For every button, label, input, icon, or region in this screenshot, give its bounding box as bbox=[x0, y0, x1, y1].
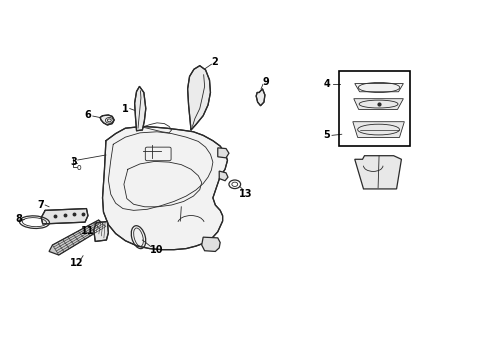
Text: 9: 9 bbox=[262, 77, 268, 87]
Polygon shape bbox=[187, 66, 210, 130]
Text: 5: 5 bbox=[322, 130, 329, 140]
Polygon shape bbox=[94, 221, 108, 242]
Polygon shape bbox=[219, 171, 227, 181]
Polygon shape bbox=[102, 126, 227, 249]
Polygon shape bbox=[41, 208, 88, 224]
Text: 8: 8 bbox=[15, 214, 22, 224]
Text: 2: 2 bbox=[210, 57, 217, 67]
Text: 10: 10 bbox=[150, 245, 163, 255]
Polygon shape bbox=[256, 89, 264, 106]
Polygon shape bbox=[354, 84, 403, 92]
Text: 7: 7 bbox=[37, 200, 43, 210]
Polygon shape bbox=[352, 122, 404, 138]
Text: o: o bbox=[77, 163, 81, 172]
Polygon shape bbox=[134, 86, 145, 131]
Polygon shape bbox=[354, 156, 401, 189]
Text: 3: 3 bbox=[70, 157, 77, 167]
Text: 1: 1 bbox=[122, 104, 128, 113]
Polygon shape bbox=[217, 148, 228, 158]
Text: 13: 13 bbox=[238, 189, 252, 199]
Bar bbox=[339, 71, 409, 146]
Polygon shape bbox=[353, 99, 403, 109]
Text: 11: 11 bbox=[81, 226, 95, 236]
Text: 6: 6 bbox=[84, 110, 91, 120]
Text: 4: 4 bbox=[323, 78, 330, 89]
Text: 12: 12 bbox=[70, 258, 83, 268]
Polygon shape bbox=[49, 220, 106, 255]
Polygon shape bbox=[201, 237, 220, 251]
Polygon shape bbox=[100, 115, 114, 125]
